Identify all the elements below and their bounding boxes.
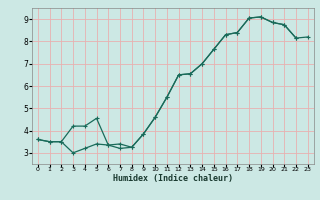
X-axis label: Humidex (Indice chaleur): Humidex (Indice chaleur) xyxy=(113,174,233,183)
